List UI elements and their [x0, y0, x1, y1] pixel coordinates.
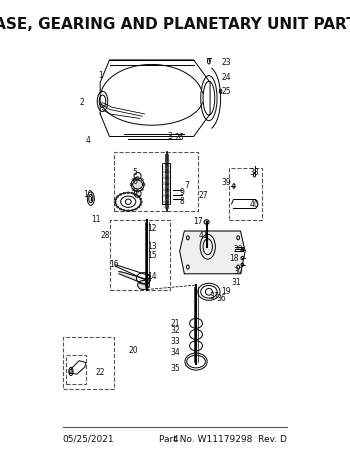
Text: 05/25/2021: 05/25/2021: [63, 434, 114, 443]
Text: 8: 8: [180, 197, 184, 206]
Text: 10: 10: [84, 190, 93, 199]
Text: 40: 40: [250, 200, 259, 209]
Text: 5: 5: [133, 188, 138, 197]
Text: 1: 1: [98, 71, 103, 80]
Text: CASE, GEARING AND PLANETARY UNIT PARTS: CASE, GEARING AND PLANETARY UNIT PARTS: [0, 17, 350, 32]
Text: 16: 16: [110, 260, 119, 269]
Text: 4: 4: [86, 136, 91, 145]
Text: 22: 22: [96, 368, 105, 377]
Ellipse shape: [133, 180, 142, 189]
Text: 36: 36: [217, 294, 227, 303]
Text: 24: 24: [222, 73, 231, 82]
Text: 39: 39: [222, 178, 231, 187]
Text: 31: 31: [231, 278, 240, 287]
Text: 30: 30: [233, 267, 243, 276]
Text: 37: 37: [210, 292, 220, 301]
Text: 17: 17: [194, 217, 203, 226]
Bar: [162, 164, 170, 204]
Bar: [110, 220, 170, 289]
Text: 26: 26: [175, 133, 184, 142]
Text: 20: 20: [128, 346, 138, 355]
Text: 32: 32: [170, 326, 180, 335]
Text: 28: 28: [100, 231, 110, 240]
Text: 5: 5: [133, 168, 138, 177]
Text: 3: 3: [168, 132, 173, 141]
Text: 29: 29: [233, 245, 243, 254]
Text: 18: 18: [229, 254, 238, 263]
Text: 38: 38: [250, 168, 259, 177]
Text: 6: 6: [133, 177, 138, 186]
Text: 19: 19: [222, 287, 231, 296]
Text: 12: 12: [147, 224, 156, 233]
Text: 7: 7: [184, 182, 189, 190]
Bar: [66, 355, 86, 384]
Text: 27: 27: [198, 191, 208, 200]
Bar: [229, 168, 261, 220]
Text: Part No. W11179298  Rev. D: Part No. W11179298 Rev. D: [159, 434, 287, 443]
Text: 2: 2: [79, 98, 84, 107]
Bar: [114, 152, 198, 211]
Text: 34: 34: [170, 348, 180, 357]
Text: 9: 9: [180, 188, 184, 197]
Text: 14: 14: [147, 271, 156, 280]
Polygon shape: [119, 271, 150, 285]
Text: 33: 33: [170, 337, 180, 346]
Text: 11: 11: [91, 215, 100, 224]
Ellipse shape: [138, 280, 149, 289]
Text: 35: 35: [170, 364, 180, 373]
Text: 4: 4: [172, 434, 178, 443]
Text: 41: 41: [198, 231, 208, 240]
Ellipse shape: [204, 220, 209, 224]
Text: 23: 23: [222, 58, 231, 67]
Text: 21: 21: [170, 319, 180, 328]
Polygon shape: [180, 231, 245, 274]
Text: 15: 15: [147, 251, 156, 260]
Text: 25: 25: [222, 87, 231, 96]
Bar: [63, 337, 114, 389]
Text: 13: 13: [147, 242, 156, 251]
